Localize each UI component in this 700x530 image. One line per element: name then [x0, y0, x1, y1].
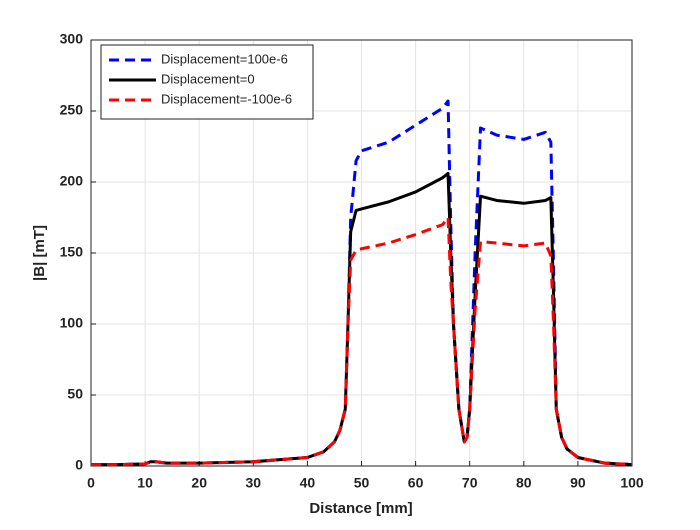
x-tick-label: 100	[620, 475, 644, 491]
y-tick-label: 0	[75, 457, 83, 473]
y-axis-label: |B| [mT]	[31, 225, 48, 281]
y-tick-label: 100	[60, 315, 84, 331]
x-tick-label: 80	[516, 475, 532, 491]
plot-frame	[90, 39, 633, 467]
y-tick-label: 200	[60, 173, 84, 189]
legend-label: Displacement=0	[161, 71, 255, 86]
x-tick-label: 60	[408, 475, 424, 491]
x-axis-label: Distance [mm]	[309, 500, 412, 517]
x-tick-label: 10	[137, 475, 153, 491]
line-series	[91, 216, 633, 467]
y-tick-label: 150	[60, 244, 84, 260]
x-tick-label: 50	[354, 475, 370, 491]
legend-label: Displacement=100e-6	[161, 51, 288, 66]
x-tick-label: 40	[300, 475, 316, 491]
legend-box	[100, 44, 314, 120]
x-tick-label: 20	[191, 475, 207, 491]
y-tick-label: 250	[60, 102, 84, 118]
legend-label: Displacement=-100e-6	[161, 91, 292, 106]
x-tick-label: 0	[87, 475, 95, 491]
y-tick-label: 300	[60, 31, 84, 47]
x-tick-label: 90	[570, 475, 586, 491]
x-tick-label: 70	[462, 475, 478, 491]
x-tick-label: 30	[246, 475, 262, 491]
y-tick-label: 50	[67, 386, 83, 402]
